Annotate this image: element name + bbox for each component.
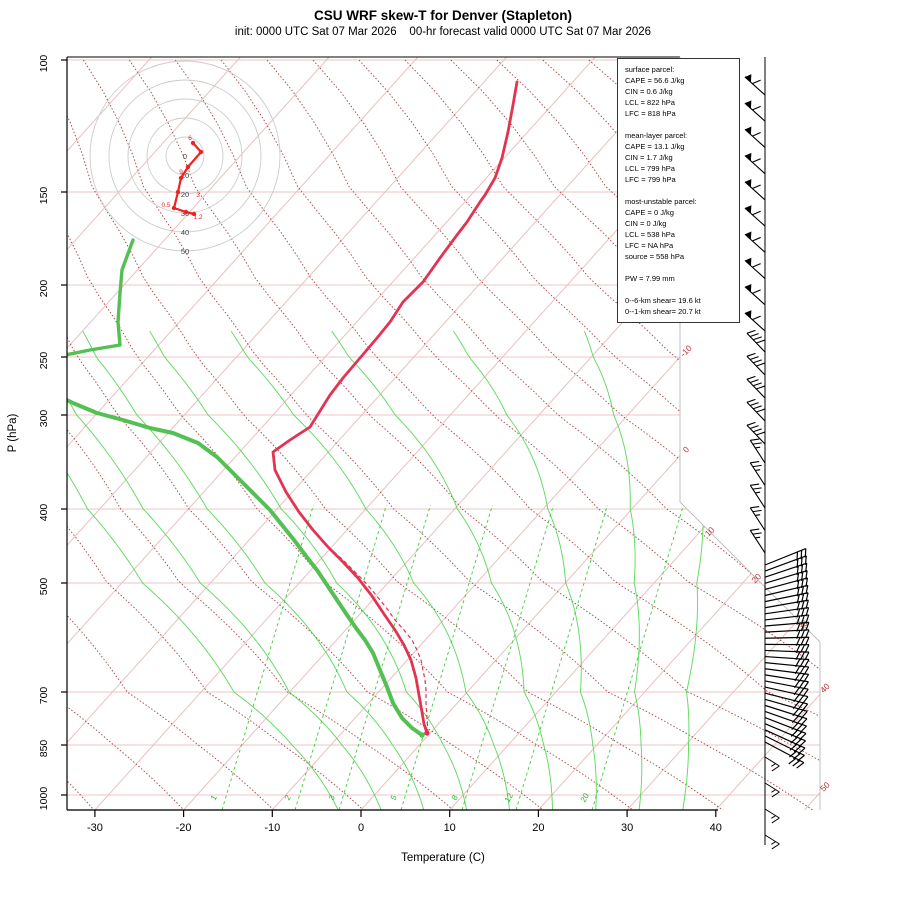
info-box-line: CAPE = 56.6 J/kg [625,76,685,85]
info-box-section-title: mean-layer parcel: [625,131,688,140]
wind-barbs [744,57,810,850]
svg-text:10: 10 [444,822,456,834]
info-box-line: 0--6-km shear= 19.6 kt [625,296,701,305]
svg-text:9: 9 [179,169,183,176]
temperature-trace [271,80,519,736]
chart-subtitle: init: 0000 UTC Sat 07 Mar 2026 00-hr for… [234,26,652,38]
svg-text:12: 12 [503,791,516,804]
info-box-line: LFC = 799 hPa [625,175,676,184]
svg-text:50: 50 [181,247,189,256]
info-box-line: LFC = NA hPa [625,241,674,250]
svg-text:400: 400 [38,504,50,522]
svg-text:30: 30 [621,822,633,834]
svg-text:6: 6 [188,135,192,142]
svg-text:200: 200 [38,280,50,298]
svg-text:20: 20 [181,190,189,199]
grid-mixing-ratio [221,504,684,810]
hodograph: 010203040506930.51.2 [89,60,281,256]
svg-text:1: 1 [209,793,219,802]
svg-text:40: 40 [710,822,722,834]
info-box-section: surface parcel: CAPE = 56.6 J/kg CIN = 0.6… [625,64,737,119]
svg-text:8: 8 [450,793,460,802]
svg-text:40: 40 [181,228,189,237]
info-box-line: LFC = 818 hPa [625,109,676,118]
info-box-line: LCL = 538 hPa [625,230,675,239]
svg-text:20: 20 [579,791,592,804]
svg-text:150: 150 [38,187,50,205]
parcel-info-box: surface parcel: CAPE = 56.6 J/kg CIN = 0.6… [617,58,740,323]
svg-text:500: 500 [38,578,50,596]
x-axis-label: Temperature (C) [401,852,485,864]
svg-text:-20: -20 [176,822,192,834]
grid-moist-adiabats [67,330,709,810]
svg-text:850: 850 [38,740,50,758]
info-box-line: CIN = 0.6 J/kg [625,87,673,96]
svg-text:250: 250 [38,352,50,370]
y-axis-label: P (hPa) [7,413,19,452]
svg-text:2: 2 [283,793,293,802]
svg-text:1.2: 1.2 [193,214,202,221]
info-box-line: 0--1-km shear= 20.7 kt [625,307,701,316]
info-box-line: CAPE = 0 J/kg [625,208,674,217]
svg-text:1000: 1000 [38,787,50,811]
info-box-section: 0--6-km shear= 19.6 kt 0--1-km shear= 20.… [625,295,737,317]
svg-text:-30: -30 [87,822,103,834]
dewpoint-trace [67,238,425,738]
info-box-line: CIN = 1.7 J/kg [625,153,673,162]
svg-text:0: 0 [681,444,692,455]
info-box-line: CAPE = 13.1 J/kg [625,142,685,151]
info-box-line: PW = 7.99 mm [625,274,675,283]
svg-text:3: 3 [327,793,337,802]
svg-text:300: 300 [38,410,50,428]
svg-text:-10: -10 [264,822,280,834]
parcel-trace [325,544,429,734]
info-box-line: source = 558 hPa [625,252,685,261]
svg-text:0: 0 [183,152,187,161]
svg-text:3: 3 [196,192,200,199]
svg-text:100: 100 [38,55,50,73]
svg-text:10: 10 [181,171,189,180]
svg-text:700: 700 [38,687,50,705]
info-box-section-title: most-unstable parcel: [625,197,697,206]
svg-text:0: 0 [358,822,364,834]
info-box-section: mean-layer parcel: CAPE = 13.1 J/kg CIN = … [625,130,737,185]
info-box-line: CIN = 0 J/kg [625,219,667,228]
info-box-section: PW = 7.99 mm [625,273,737,284]
svg-text:5: 5 [389,793,399,802]
svg-text:20: 20 [532,822,544,834]
svg-text:0.5: 0.5 [161,202,170,209]
chart-title: CSU WRF skew-T for Denver (Stapleton) [313,8,573,23]
info-box-line: LCL = 799 hPa [625,164,675,173]
info-box-section: most-unstable parcel: CAPE = 0 J/kg CIN = … [625,196,737,262]
mixing-ratio-labels: 1 2 3 5 8 12 20 [209,791,591,804]
info-box-line: LCL = 822 hPa [625,98,675,107]
info-box-section-title: surface parcel: [625,65,675,74]
